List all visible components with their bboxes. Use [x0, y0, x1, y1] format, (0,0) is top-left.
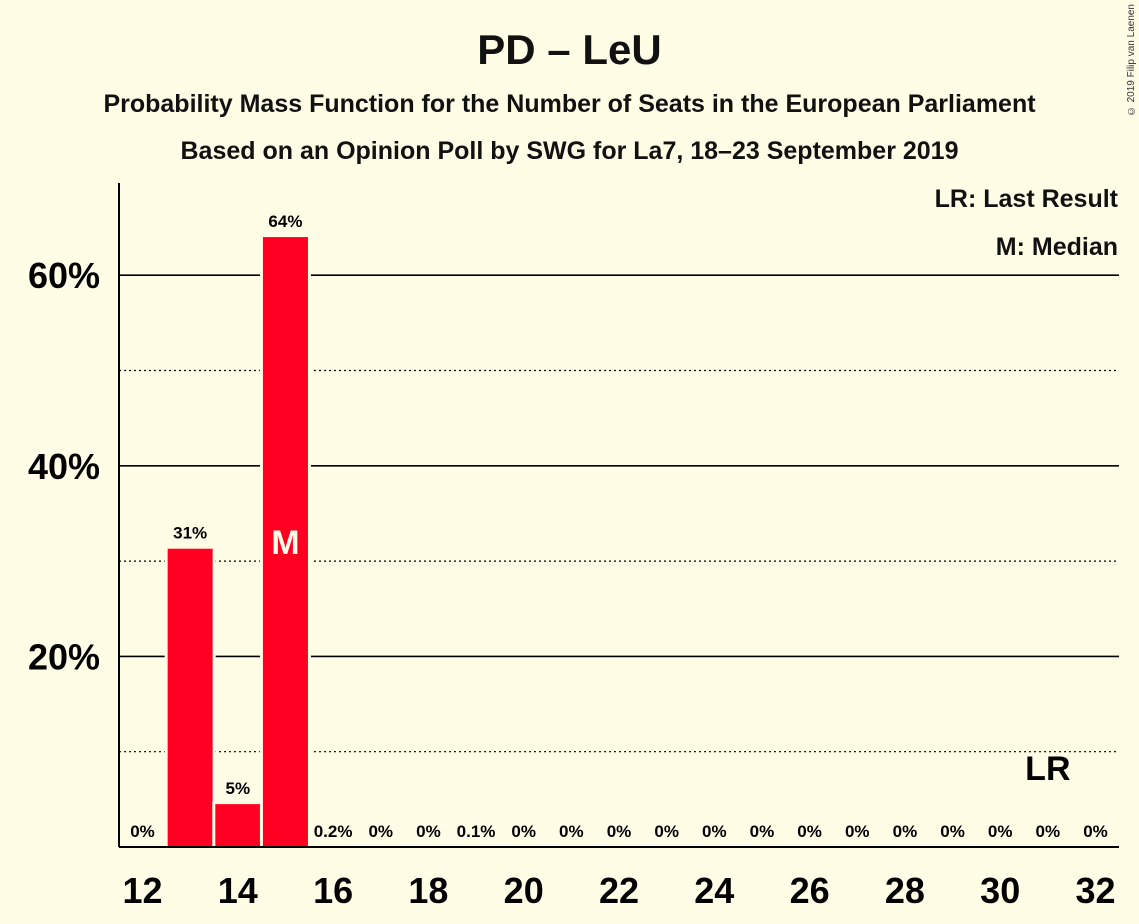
bar-value-label: 0% — [511, 822, 536, 841]
bar — [167, 548, 213, 847]
bar-value-label: 0% — [130, 822, 155, 841]
bar-value-label: 0% — [893, 822, 918, 841]
x-tick-label: 22 — [599, 870, 639, 911]
last-result-marker: LR — [1025, 750, 1070, 788]
chart-subtitle-source: Based on an Opinion Poll by SWG for La7,… — [180, 137, 959, 165]
bar-value-label: 0% — [797, 822, 822, 841]
bar-value-label: 0% — [702, 822, 727, 841]
bar-value-label: 0% — [940, 822, 965, 841]
bar-value-label: 5% — [226, 779, 251, 798]
bar-value-label: 0% — [1083, 822, 1108, 841]
y-tick-label: 60% — [28, 255, 100, 296]
bar-value-label: 0% — [559, 822, 584, 841]
bar-value-label: 0% — [654, 822, 679, 841]
bar — [262, 237, 308, 847]
bar-value-label: 0% — [368, 822, 393, 841]
bar-value-label: 0% — [607, 822, 632, 841]
legend-last-result: LR: Last Result — [934, 185, 1118, 213]
bar-value-label: 0% — [1036, 822, 1061, 841]
copyright-notice: © 2019 Filip van Laenen — [1126, 4, 1137, 117]
x-tick-label: 28 — [885, 870, 925, 911]
bar-value-label: 0.2% — [314, 822, 353, 841]
x-tick-label: 16 — [313, 870, 353, 911]
x-tick-label: 32 — [1075, 870, 1115, 911]
bar-value-label: 31% — [173, 524, 207, 543]
y-tick-label: 20% — [28, 636, 100, 677]
bar-value-label: 0% — [750, 822, 775, 841]
x-tick-label: 20 — [504, 870, 544, 911]
median-marker: M — [271, 524, 299, 562]
x-tick-label: 30 — [980, 870, 1020, 911]
x-tick-label: 24 — [694, 870, 734, 911]
chart-subtitle: Probability Mass Function for the Number… — [103, 90, 1036, 118]
x-tick-label: 26 — [790, 870, 830, 911]
bar-value-label: 0% — [845, 822, 870, 841]
x-tick-label: 14 — [218, 870, 258, 911]
bar-value-label: 0% — [988, 822, 1013, 841]
legend-median: M: Median — [995, 233, 1118, 261]
x-tick-label: 18 — [408, 870, 448, 911]
bar — [215, 804, 261, 847]
chart-title: PD – LeU — [477, 26, 662, 73]
bar-value-label: 0% — [416, 822, 441, 841]
bar-value-label: 0.1% — [457, 822, 496, 841]
y-tick-label: 40% — [28, 446, 100, 487]
bar-value-label: 64% — [268, 212, 302, 231]
x-tick-label: 12 — [122, 870, 162, 911]
